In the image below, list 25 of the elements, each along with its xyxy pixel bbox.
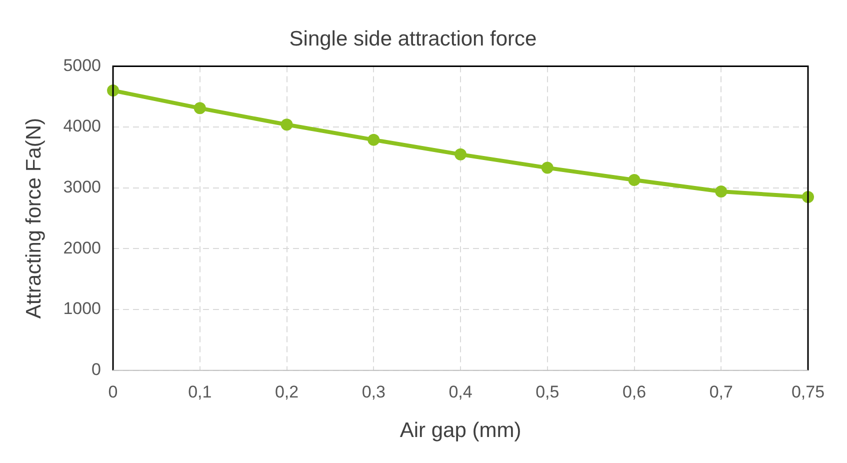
x-tick-label: 0,6 xyxy=(622,382,646,402)
y-tick-label: 1000 xyxy=(63,299,102,318)
y-tick-label: 5000 xyxy=(63,56,102,75)
y-tick-label: 3000 xyxy=(63,178,102,197)
chart-title: Single side attraction force xyxy=(289,27,537,50)
x-tick-label: 0,5 xyxy=(536,382,560,402)
x-tick-label: 0,7 xyxy=(709,382,733,402)
x-axis-title: Air gap (mm) xyxy=(400,419,522,442)
y-axis-title: Attracting force Fa(N) xyxy=(22,118,46,319)
point xyxy=(454,148,467,160)
y-tick-label: 0 xyxy=(92,360,102,380)
x-tick-label: 0,2 xyxy=(274,382,299,402)
point xyxy=(541,162,554,174)
point xyxy=(715,186,728,198)
x-tick-label: 0,3 xyxy=(362,382,386,402)
x-tick-label: 0,1 xyxy=(188,382,212,402)
point xyxy=(280,118,293,131)
x-tick-label: 0,4 xyxy=(448,382,472,402)
point xyxy=(628,174,640,186)
x-tick-label: 0,75 xyxy=(791,382,825,402)
y-tick-label: 2000 xyxy=(63,238,102,258)
x-tick-label: 0 xyxy=(108,382,118,402)
y-tick-label: 4000 xyxy=(63,116,102,136)
point xyxy=(194,102,206,114)
point xyxy=(368,134,380,146)
